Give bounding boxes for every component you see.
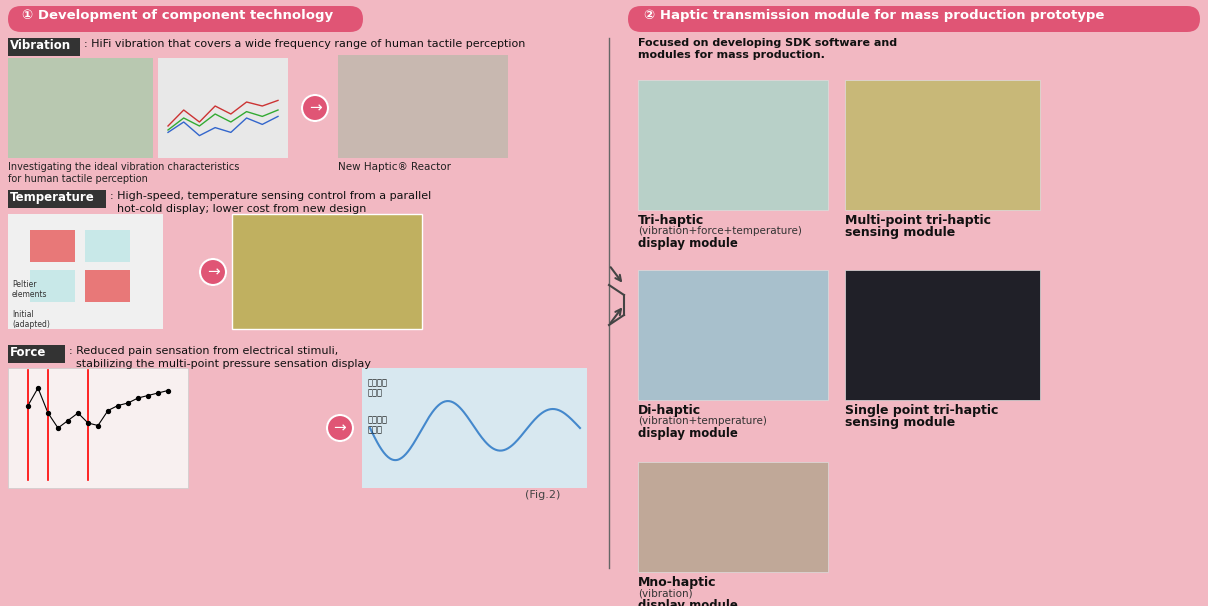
- Bar: [232, 214, 422, 329]
- Text: display module: display module: [638, 427, 738, 440]
- Point: [98, 405, 117, 415]
- Text: (vibration+force+temperature): (vibration+force+temperature): [638, 226, 802, 236]
- Text: (vibration+temperature): (vibration+temperature): [638, 416, 767, 426]
- Bar: [638, 80, 827, 210]
- Point: [88, 421, 108, 430]
- Point: [79, 418, 98, 428]
- Bar: [846, 80, 1040, 210]
- FancyBboxPatch shape: [628, 6, 1200, 32]
- Bar: [638, 270, 827, 400]
- Bar: [85, 270, 130, 302]
- Text: ① Development of component technology: ① Development of component technology: [22, 9, 333, 22]
- Point: [39, 408, 58, 418]
- Bar: [638, 462, 827, 572]
- Point: [48, 423, 68, 433]
- Point: [158, 385, 178, 395]
- Bar: [362, 368, 587, 488]
- Bar: [8, 58, 153, 158]
- Text: →: →: [308, 101, 321, 116]
- Text: →: →: [333, 421, 347, 436]
- Text: 機械刺激
複合波: 機械刺激 複合波: [368, 415, 388, 435]
- Text: hot-cold display; lower cost from new design: hot-cold display; lower cost from new de…: [110, 204, 366, 214]
- Text: : Reduced pain sensation from electrical stimuli,: : Reduced pain sensation from electrical…: [69, 346, 338, 356]
- Bar: [8, 190, 106, 208]
- Text: Initial
(adapted): Initial (adapted): [12, 310, 50, 330]
- Text: display module: display module: [638, 599, 738, 606]
- Bar: [8, 214, 163, 329]
- Text: (Fig.2): (Fig.2): [525, 490, 561, 500]
- Text: sensing module: sensing module: [846, 226, 956, 239]
- Text: Di-haptic: Di-haptic: [638, 404, 701, 417]
- Point: [69, 408, 88, 418]
- Text: stabilizing the multi-point pressure sensation display: stabilizing the multi-point pressure sen…: [69, 359, 371, 369]
- Text: 電気刺激
パルス: 電気刺激 パルス: [368, 378, 388, 398]
- Bar: [30, 270, 75, 302]
- Text: : High-speed, temperature sensing control from a parallel: : High-speed, temperature sensing contro…: [110, 191, 431, 201]
- Point: [28, 383, 47, 393]
- Text: Investigating the ideal vibration characteristics
for human tactile perception: Investigating the ideal vibration charac…: [8, 162, 239, 184]
- Text: display module: display module: [638, 237, 738, 250]
- Text: sensing module: sensing module: [846, 416, 956, 429]
- Point: [109, 401, 128, 410]
- Text: Tri-haptic: Tri-haptic: [638, 214, 704, 227]
- FancyBboxPatch shape: [8, 6, 362, 32]
- Point: [118, 398, 138, 408]
- Point: [58, 416, 77, 425]
- Bar: [158, 58, 288, 158]
- Bar: [30, 230, 75, 262]
- Point: [18, 401, 37, 410]
- Text: Peltier
elements: Peltier elements: [12, 280, 47, 299]
- Text: Temperature: Temperature: [10, 191, 94, 204]
- Text: Mno-haptic: Mno-haptic: [638, 576, 716, 589]
- Circle shape: [302, 95, 329, 121]
- Text: ② Haptic transmission module for mass production prototype: ② Haptic transmission module for mass pr…: [644, 9, 1104, 22]
- Bar: [8, 38, 80, 56]
- Text: New Haptic® Reactor: New Haptic® Reactor: [338, 162, 451, 172]
- Text: Force: Force: [10, 346, 46, 359]
- Text: : HiFi vibration that covers a wide frequency range of human tactile perception: : HiFi vibration that covers a wide freq…: [85, 39, 525, 49]
- Text: Vibration: Vibration: [10, 39, 71, 52]
- Circle shape: [201, 259, 226, 285]
- Bar: [8, 368, 188, 488]
- Text: (vibration): (vibration): [638, 588, 692, 598]
- Circle shape: [327, 415, 353, 441]
- Bar: [846, 270, 1040, 400]
- Point: [149, 388, 168, 398]
- Point: [139, 391, 158, 401]
- Bar: [338, 55, 509, 158]
- Text: Multi-point tri-haptic: Multi-point tri-haptic: [846, 214, 991, 227]
- Bar: [8, 345, 65, 363]
- Point: [128, 393, 147, 403]
- Bar: [85, 230, 130, 262]
- Text: →: →: [207, 264, 220, 279]
- Text: Single point tri-haptic: Single point tri-haptic: [846, 404, 998, 417]
- Text: Focused on developing SDK software and
modules for mass production.: Focused on developing SDK software and m…: [638, 38, 898, 59]
